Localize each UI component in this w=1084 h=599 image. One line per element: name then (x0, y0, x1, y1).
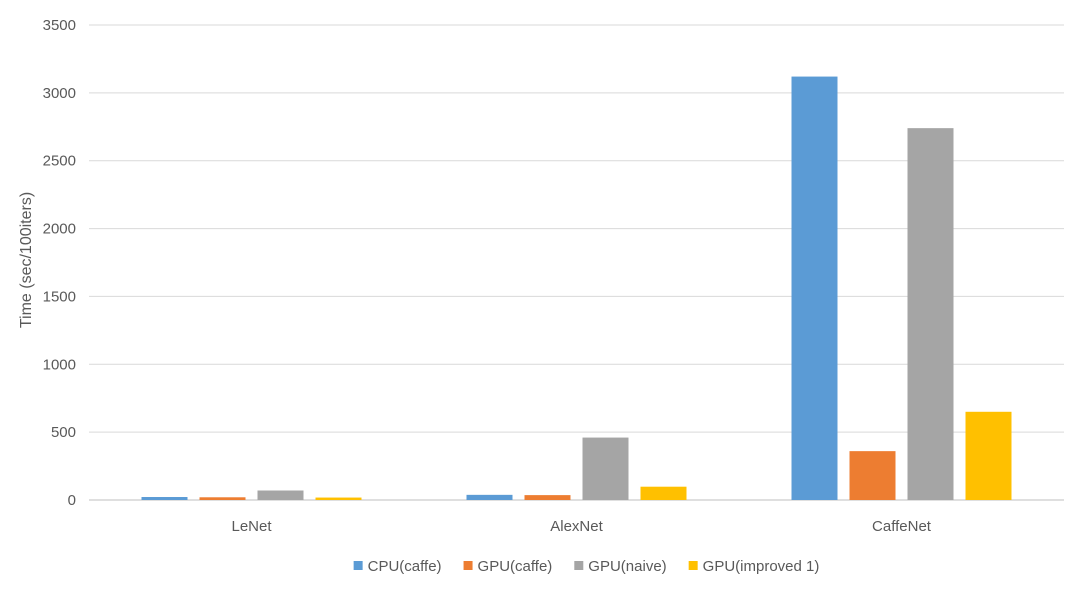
legend-label: CPU(caffe) (368, 558, 442, 575)
y-tick-label: 1500 (43, 288, 76, 305)
legend: CPU(caffe) GPU(caffe) GPU(naive) GPU(improv… (353, 558, 820, 575)
legend-label: GPU(caffe) (478, 558, 553, 575)
legend-item: GPU(caffe) (463, 558, 553, 575)
y-tick-label: 2000 (43, 221, 76, 238)
y-tick-label: 0 (68, 492, 76, 509)
bar (199, 497, 246, 500)
y-tick-label: 1000 (43, 356, 76, 373)
legend-swatch (574, 561, 584, 570)
bars (141, 76, 1012, 501)
legend-label: GPU(naive) (588, 558, 666, 575)
legend-item: GPU(improved 1) (688, 558, 820, 575)
bar (141, 497, 188, 500)
bar (257, 490, 304, 500)
x-category-label: CaffeNet (872, 518, 932, 535)
bar (907, 128, 954, 500)
legend-swatch (688, 561, 698, 570)
bar (524, 495, 571, 500)
legend-swatch (463, 561, 473, 570)
y-axis-title: Time (sec/100iters) (18, 192, 35, 328)
bar (849, 451, 896, 500)
legend-item: CPU(caffe) (353, 558, 442, 575)
legend-label: GPU(improved 1) (703, 558, 820, 575)
bar (640, 486, 687, 500)
gridlines (89, 24, 1064, 501)
y-tick-label: 3500 (43, 17, 76, 34)
y-axis-ticks: 0 500 1000 1500 2000 2500 3000 3500 (43, 17, 76, 509)
legend-swatch (353, 561, 363, 570)
y-tick-label: 500 (51, 424, 76, 441)
legend-item: GPU(naive) (574, 558, 667, 575)
bar (466, 494, 513, 500)
y-tick-label: 2500 (43, 153, 76, 170)
x-axis-categories: LeNet AlexNet CaffeNet (231, 518, 931, 535)
bar (582, 437, 629, 500)
y-tick-label: 3000 (43, 85, 76, 102)
bar (315, 497, 362, 500)
x-category-label: LeNet (231, 518, 272, 535)
x-category-label: AlexNet (550, 518, 603, 535)
bar (791, 76, 838, 501)
bar (965, 411, 1012, 500)
